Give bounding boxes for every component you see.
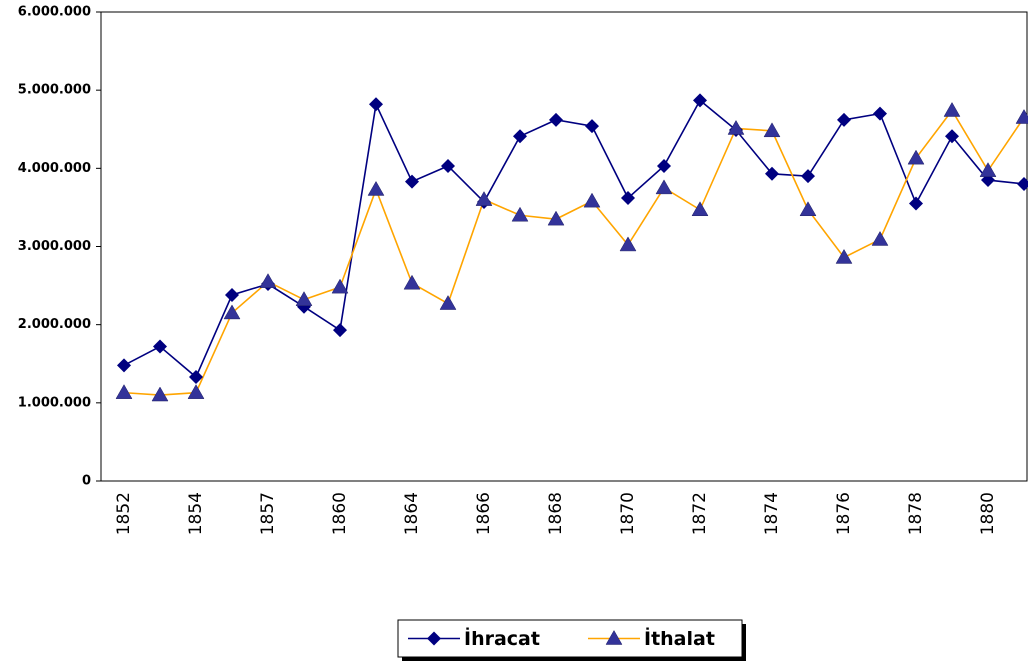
data-point — [909, 196, 923, 211]
data-point — [799, 201, 817, 217]
data-point — [1015, 109, 1028, 124]
x-tick-label: 1864 — [402, 492, 422, 535]
data-point — [547, 210, 565, 226]
x-tick-label: 1870 — [618, 492, 638, 535]
data-point — [693, 93, 707, 108]
data-point — [151, 386, 169, 402]
y-tick-label: 3.000.000 — [18, 239, 91, 254]
data-point — [367, 180, 385, 196]
y-tick-label: 5.000.000 — [18, 83, 91, 98]
series-line — [123, 99, 1025, 379]
x-tick-label: 1860 — [330, 492, 350, 535]
data-point — [765, 166, 779, 181]
data-point — [655, 179, 673, 195]
data-point — [153, 339, 167, 354]
x-tick-label: 1876 — [834, 492, 854, 535]
data-point — [585, 119, 599, 134]
data-point — [223, 304, 241, 320]
data-point — [403, 274, 421, 290]
data-point — [369, 97, 383, 112]
data-point — [331, 278, 349, 294]
data-point — [837, 112, 851, 127]
x-tick-label: 1868 — [546, 492, 566, 535]
x-tick-label: 1852 — [114, 492, 134, 535]
data-point — [187, 384, 205, 399]
data-point — [605, 629, 623, 645]
x-tick-label: 1880 — [978, 492, 998, 535]
data-point — [333, 323, 347, 338]
data-point — [657, 158, 671, 173]
data-point — [427, 631, 441, 646]
data-point — [801, 169, 815, 184]
data-point — [943, 101, 961, 117]
data-point — [295, 291, 313, 306]
data-point — [115, 384, 133, 399]
data-point — [117, 358, 131, 373]
data-point — [441, 158, 455, 173]
data-point — [439, 295, 457, 310]
plot-frame — [100, 11, 1028, 482]
data-point — [189, 370, 203, 385]
data-point — [871, 230, 889, 246]
data-point — [945, 129, 959, 144]
data-point — [621, 191, 635, 206]
data-point — [873, 106, 887, 121]
data-point — [511, 206, 529, 222]
y-tick-label: 6.000.000 — [18, 5, 91, 20]
data-point — [583, 192, 601, 208]
data-point — [1017, 176, 1028, 191]
series-markers — [115, 101, 1028, 402]
series-markers — [117, 93, 1028, 385]
y-tick-label: 4.000.000 — [18, 161, 91, 176]
data-point — [619, 236, 637, 252]
data-point — [549, 112, 563, 127]
data-point — [259, 273, 277, 288]
y-tick-label: 1.000.000 — [18, 395, 91, 410]
y-tick-label: 2.000.000 — [18, 317, 91, 332]
data-point — [907, 149, 925, 165]
x-tick-label: 1866 — [474, 492, 494, 535]
x-tick-label: 1854 — [186, 492, 206, 535]
legend-label: İhracat — [464, 626, 540, 650]
data-point — [513, 129, 527, 144]
data-point — [763, 122, 781, 138]
data-point — [835, 248, 853, 264]
data-point — [727, 119, 745, 135]
data-point — [405, 174, 419, 189]
legend-label: İthalat — [644, 626, 715, 650]
y-tick-label: 0 — [82, 474, 91, 489]
data-point — [225, 287, 239, 302]
x-tick-label: 1878 — [906, 492, 926, 535]
data-point — [979, 162, 997, 177]
series-line — [123, 109, 1025, 396]
data-point — [475, 191, 493, 206]
x-tick-label: 1857 — [258, 492, 278, 535]
x-tick-label: 1874 — [762, 492, 782, 535]
x-tick-label: 1872 — [690, 492, 710, 535]
data-point — [691, 201, 709, 217]
